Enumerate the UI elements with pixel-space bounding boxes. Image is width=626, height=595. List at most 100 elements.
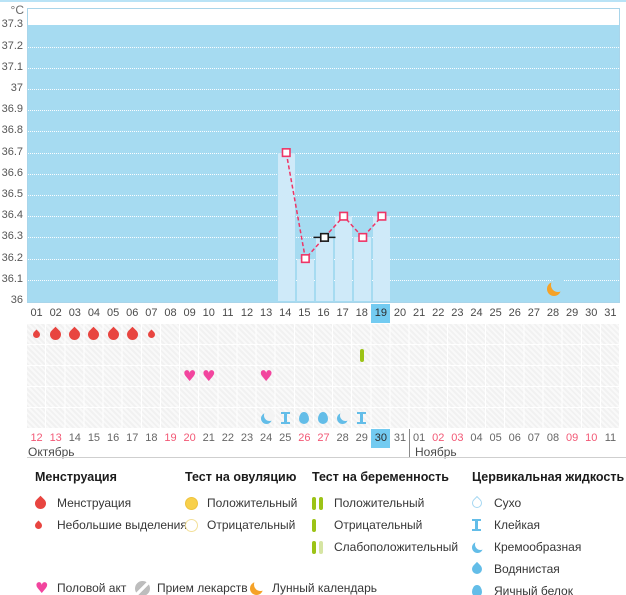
- cycle-day-label[interactable]: 04: [87, 307, 101, 319]
- calendar-date[interactable]: 09: [566, 432, 579, 444]
- legend-cervical-title: Цервикальная жидкость: [472, 470, 625, 484]
- cycle-day-label[interactable]: 05: [106, 307, 120, 319]
- calendar-date[interactable]: 31: [393, 432, 407, 444]
- cycle-day-label[interactable]: 14: [279, 307, 292, 319]
- temp-point[interactable]: [281, 148, 291, 158]
- pregnancy-test-positive-icon: [312, 496, 323, 510]
- gridline: [28, 216, 619, 218]
- spotting-drop-icon: [33, 520, 44, 530]
- calendar-date[interactable]: 19: [164, 432, 177, 444]
- calendar-date[interactable]: 25: [279, 432, 292, 444]
- calendar-date[interactable]: 15: [87, 432, 101, 444]
- cycle-day-label[interactable]: 02: [49, 307, 62, 319]
- cycle-day-label[interactable]: 29: [566, 307, 579, 319]
- calendar-date[interactable]: 26: [298, 432, 311, 444]
- calendar-date[interactable]: 16: [106, 432, 120, 444]
- day-cell: [142, 324, 161, 344]
- spotting-drop-icon: [31, 329, 42, 339]
- calendar-date[interactable]: 05: [489, 432, 502, 444]
- cycle-day-label[interactable]: 12: [240, 307, 254, 319]
- calendar-date[interactable]: 30: [371, 429, 391, 448]
- cycle-day-label[interactable]: 01: [30, 307, 43, 319]
- y-axis-unit: °C: [10, 3, 24, 17]
- legend-item-label: Положительный: [207, 496, 298, 510]
- day-cell: [314, 408, 333, 428]
- gridline: [28, 195, 619, 196]
- legend-item: Небольшие выделения: [33, 514, 187, 536]
- cycle-day-label[interactable]: 08: [164, 307, 177, 319]
- calendar-date[interactable]: 13: [49, 432, 62, 444]
- cycle-day-label[interactable]: 07: [145, 307, 158, 319]
- calendar-date[interactable]: 06: [508, 432, 521, 444]
- y-tick-label: 36.4: [1, 209, 23, 222]
- calendar-date[interactable]: 04: [470, 432, 483, 444]
- calendar-date[interactable]: 28: [336, 432, 349, 444]
- cycle-day-label[interactable]: 17: [336, 307, 349, 319]
- calendar-date[interactable]: 29: [355, 432, 368, 444]
- y-tick-label: 37: [10, 82, 23, 94]
- cycle-day-label[interactable]: 27: [527, 307, 541, 319]
- cycle-day-label[interactable]: 26: [508, 307, 521, 319]
- calendar-date[interactable]: 24: [259, 432, 273, 444]
- calendar-date[interactable]: 10: [585, 432, 598, 444]
- day-cell: [352, 345, 371, 365]
- calendar-date[interactable]: 14: [68, 432, 81, 444]
- cycle-day-label[interactable]: 19: [371, 304, 391, 323]
- calendar-date[interactable]: 21: [202, 432, 215, 444]
- legend-menstruation: Менструация Менструация Небольшие выделен…: [32, 470, 187, 536]
- cycle-day-label[interactable]: 03: [68, 307, 81, 319]
- temperature-line: [281, 148, 387, 264]
- cycle-day-label[interactable]: 18: [355, 307, 368, 319]
- watery-drop-icon: [469, 561, 485, 577]
- temp-point[interactable]: [300, 254, 310, 264]
- calendar-date[interactable]: 03: [451, 432, 464, 444]
- temp-point[interactable]: [358, 232, 368, 242]
- legend-ovulation-title: Тест на овуляцию: [185, 470, 297, 484]
- calendar-date[interactable]: 23: [240, 432, 254, 444]
- cycle-day-label[interactable]: 25: [489, 307, 502, 319]
- day-cell: [84, 324, 103, 344]
- calendar-date[interactable]: 02: [432, 432, 445, 444]
- cycle-day-label[interactable]: 10: [202, 307, 215, 319]
- calendar-date[interactable]: 11: [604, 432, 617, 444]
- calendar-date[interactable]: 01: [413, 432, 426, 444]
- calendar-date[interactable]: 17: [126, 432, 139, 444]
- cycle-day-label[interactable]: 22: [432, 307, 445, 319]
- calendar-date[interactable]: 20: [183, 432, 196, 444]
- cycle-day-label[interactable]: 16: [317, 307, 330, 319]
- calendar-date[interactable]: 18: [145, 432, 158, 444]
- cycle-day-label[interactable]: 28: [546, 307, 560, 319]
- legend-item-label: Слабоположительный: [334, 540, 459, 554]
- temp-point[interactable]: [377, 211, 387, 221]
- legend-icon-slot: [472, 538, 494, 553]
- temp-point-black[interactable]: [319, 232, 330, 242]
- month-divider: [409, 429, 410, 457]
- cycle-day-label[interactable]: 24: [470, 307, 483, 319]
- temp-point[interactable]: [339, 211, 349, 221]
- cycle-day-label[interactable]: 11: [222, 307, 234, 319]
- cycle-day-label[interactable]: 06: [126, 307, 139, 319]
- sticky-fluid-icon: [472, 519, 481, 531]
- day-cell: [123, 324, 142, 344]
- calendar-date[interactable]: 08: [546, 432, 560, 444]
- cycle-day-row: 01 02 03 04 05 06 07 08 09 10 11 12 13 14 15 16 17 18 19 20…: [27, 304, 620, 323]
- calendar-date[interactable]: 07: [527, 432, 541, 444]
- cycle-day-label[interactable]: 31: [604, 307, 617, 319]
- heart-icon: ♥: [35, 578, 49, 595]
- pregnancy-test-negative-icon: [359, 348, 364, 362]
- month-label-november: Ноябрь: [415, 445, 457, 459]
- legend-item-label: Небольшие выделения: [57, 518, 187, 532]
- cycle-day-label[interactable]: 21: [413, 307, 426, 319]
- cycle-day-label[interactable]: 09: [183, 307, 196, 319]
- cycle-day-label[interactable]: 13: [259, 307, 273, 319]
- calendar-date[interactable]: 22: [221, 432, 234, 444]
- cycle-day-label[interactable]: 15: [298, 307, 311, 319]
- cycle-day-label[interactable]: 20: [393, 307, 407, 319]
- y-tick-label: 36.6: [1, 166, 23, 179]
- calendar-date[interactable]: 12: [30, 432, 43, 444]
- cycle-day-label[interactable]: 30: [585, 307, 598, 319]
- cycle-day-label[interactable]: 23: [451, 307, 464, 319]
- calendar-date[interactable]: 27: [317, 432, 330, 444]
- y-tick-label: 36.3: [1, 230, 23, 243]
